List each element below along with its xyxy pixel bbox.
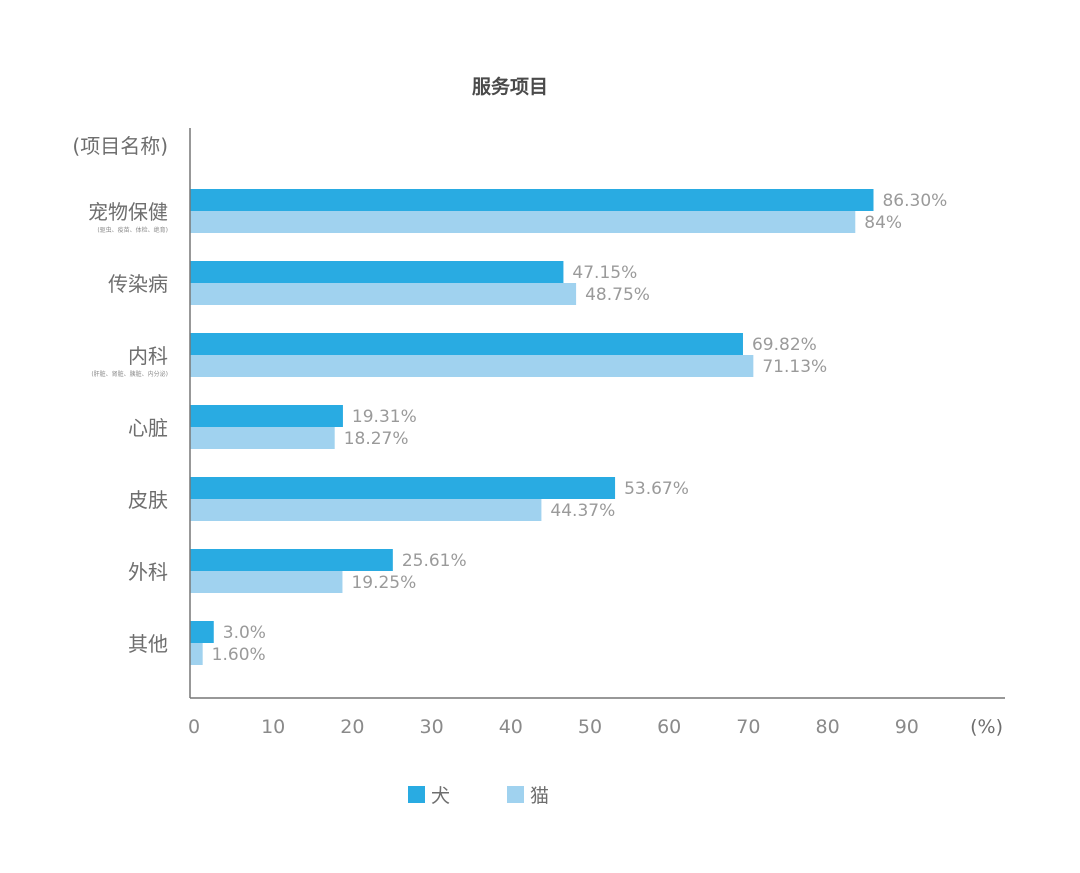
bar-dog-2 — [190, 333, 743, 355]
bar-dog-1 — [190, 261, 564, 283]
data-label-cat-6: 1.60% — [212, 645, 266, 665]
bar-cat-4 — [190, 499, 542, 521]
x-tick-label-70: 70 — [736, 716, 760, 738]
bar-dog-3 — [190, 405, 343, 427]
data-label-dog-2: 69.82% — [752, 335, 817, 355]
category-label-1: 传染病 — [108, 272, 168, 296]
data-label-cat-1: 48.75% — [585, 285, 650, 305]
bar-cat-2 — [190, 355, 754, 377]
bar-cat-3 — [190, 427, 335, 449]
data-label-dog-4: 53.67% — [624, 479, 689, 499]
data-label-cat-3: 18.27% — [344, 429, 409, 449]
category-label-5: 外科 — [128, 560, 168, 584]
data-label-dog-6: 3.0% — [223, 623, 266, 643]
bar-dog-6 — [190, 621, 214, 643]
legend-label-dog: 犬 — [431, 785, 450, 807]
category-label-3: 心脏 — [128, 416, 168, 440]
x-tick-label-60: 60 — [657, 716, 681, 738]
bar-dog-4 — [190, 477, 616, 499]
category-label-2: 内科 — [128, 344, 168, 368]
category-axis-label: (项目名称) — [72, 134, 168, 158]
x-tick-label-40: 40 — [499, 716, 523, 738]
bars-group — [190, 189, 874, 665]
data-label-cat-4: 44.37% — [550, 501, 615, 521]
x-tick-label-0: 0 — [188, 716, 200, 738]
category-label-6: 其他 — [128, 632, 168, 656]
bar-cat-0 — [190, 211, 856, 233]
bar-cat-5 — [190, 571, 343, 593]
data-label-cat-0: 84% — [864, 213, 902, 233]
data-label-dog-0: 86.30% — [882, 191, 947, 211]
chart-title: 服务项目 — [472, 75, 548, 98]
data-label-dog-5: 25.61% — [402, 551, 467, 571]
bar-cat-6 — [190, 643, 203, 665]
bar-dog-5 — [190, 549, 393, 571]
tick-labels-group: 0 10 20 30 40 50 60 70 80 90 — [188, 716, 919, 738]
category-note-0: (驱虫、疫苗、体检、绝育) — [97, 226, 168, 234]
legend: 犬猫 — [408, 785, 549, 807]
x-tick-label-20: 20 — [340, 716, 364, 738]
x-tick-label-30: 30 — [420, 716, 444, 738]
category-label-0: 宠物保健 — [88, 200, 168, 224]
category-note-2: (肝脏、肾脏、胰脏、内分泌) — [91, 370, 168, 378]
x-tick-label-80: 80 — [816, 716, 840, 738]
x-tick-label-50: 50 — [578, 716, 602, 738]
data-label-cat-2: 71.13% — [762, 357, 827, 377]
data-label-dog-3: 19.31% — [352, 407, 417, 427]
legend-swatch-dog — [408, 786, 425, 803]
bar-cat-1 — [190, 283, 577, 305]
x-tick-label-10: 10 — [261, 716, 285, 738]
value-axis-unit: (%) — [970, 716, 1003, 738]
data-label-dog-1: 47.15% — [572, 263, 637, 283]
bar-dog-0 — [190, 189, 874, 211]
legend-swatch-cat — [507, 786, 524, 803]
category-label-4: 皮肤 — [128, 488, 168, 512]
data-labels-group: 86.30%84%47.15%48.75%69.82%71.13%19.31%1… — [212, 191, 948, 665]
data-label-cat-5: 19.25% — [351, 573, 416, 593]
legend-label-cat: 猫 — [530, 785, 549, 807]
x-tick-label-90: 90 — [895, 716, 919, 738]
